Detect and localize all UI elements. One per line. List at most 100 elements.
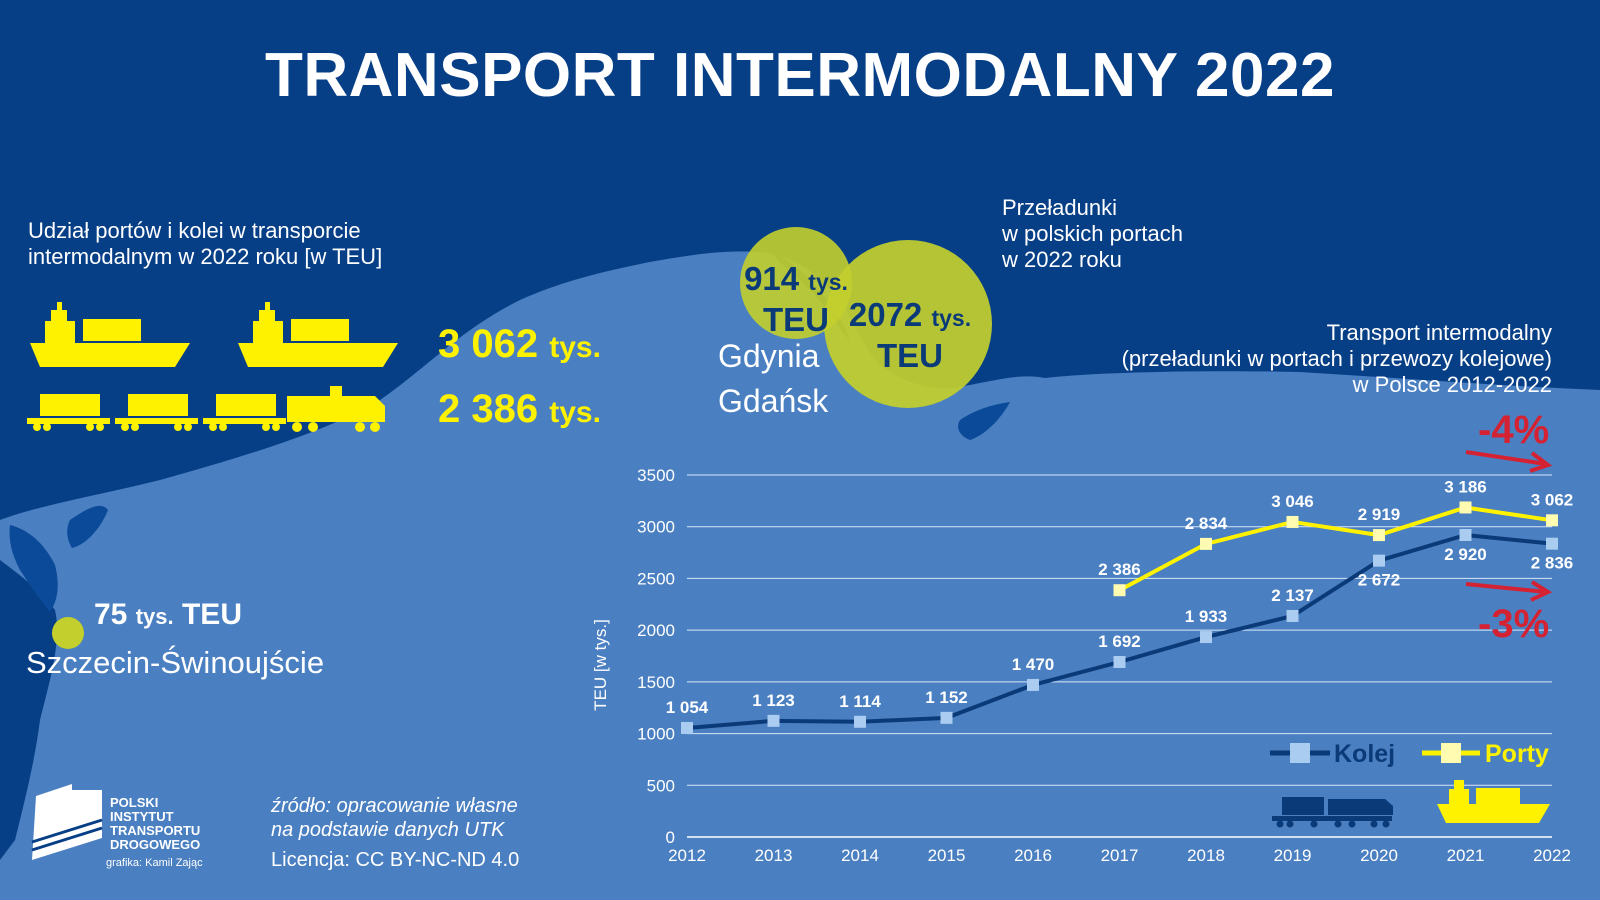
lagoon-szczecin [9,525,58,612]
y-tick-label: 1500 [637,673,675,692]
ports-caption-line3: w 2022 roku [1002,247,1122,272]
land-coast-west [0,560,58,860]
logo-text: POLSKI INSTYTUT TRANSPORTU DROGOWEGO [110,796,200,852]
transport-icons [27,302,398,432]
share-caption-line2: intermodalnym w 2022 roku [w TEU] [28,244,383,269]
logo-line1: POLSKI [110,795,159,810]
data-label-kolej: 1 054 [666,698,709,717]
gdansk-teu: TEU [877,337,943,374]
container-wagon-icon [115,394,198,431]
data-label-porty: 2 919 [1358,505,1401,524]
series-line-porty [1118,505,1553,592]
locomotive-icon [287,386,385,432]
y-tick-label: 1000 [637,725,675,744]
legend-kolej-label: Kolej [1334,740,1395,768]
container-wagon-icon [203,394,286,431]
data-label-kolej: 1 114 [839,692,881,711]
x-tick-label: 2018 [1187,846,1225,865]
y-tick-label: 2000 [637,621,675,640]
ports-change-label: -4% [1478,408,1550,452]
szczecin-label: Szczecin-Świnoujście [26,645,325,680]
point-kolej [767,714,780,727]
gdansk-label: Gdańsk [718,383,829,419]
rail-change-arrow [1465,580,1553,602]
x-tick-label: 2022 [1533,846,1571,865]
szczecin-value: 75 tys. TEU [94,598,242,632]
gdansk-value: 2072 tys. TEU [840,296,980,375]
point-kolej [1373,554,1385,567]
point-kolej [1027,678,1039,691]
series-markers [681,501,1558,734]
license-note: Licencja: CC BY-NC-ND 4.0 [271,849,520,871]
legend-porty-label: Porty [1485,740,1549,768]
chart-title-line2: (przeładunki w portach i przewozy kolejo… [1121,346,1552,371]
x-tick-label: 2017 [1101,846,1139,865]
train-small-icon [1272,797,1393,828]
y-tick-label: 0 [666,828,675,847]
y-tick-label: 3000 [637,518,675,537]
point-kolej [1113,655,1126,668]
x-tick-label: 2013 [755,846,793,865]
rail-change-label: -3% [1478,602,1550,646]
ports-total-value: 3 062 [438,322,539,366]
ports-total-unit: tys. [549,331,601,364]
chart-title-line3: w Polsce 2012-2022 [1352,372,1552,397]
data-label-kolej: 1 933 [1185,607,1228,626]
lagoon-vistula [958,402,1010,440]
point-porty [1113,584,1126,597]
rail-total: 2 386 tys. [438,387,601,432]
gdynia-bubble [740,227,852,339]
y-tick-label: 3500 [637,466,675,485]
data-label-porty: 3 062 [1531,490,1574,509]
point-kolej [1459,528,1472,541]
x-tick-label: 2020 [1360,846,1398,865]
logo-line4: DROGOWEGO [110,837,201,852]
baltic-sea [0,251,1600,900]
x-tick-label: 2016 [1014,846,1052,865]
graphic-credit: grafika: Kamil Zając [106,857,203,869]
y-tick-label: 500 [647,776,675,795]
point-porty [1200,537,1212,550]
data-label-kolej: 1 692 [1098,632,1141,651]
point-porty [1286,515,1299,528]
piti-logo-icon [31,784,103,860]
container-wagon-icon [27,394,110,431]
x-tick-label: 2014 [841,846,879,865]
szczecin-unit: tys. [135,604,174,629]
point-porty [1373,529,1385,542]
szczecin-number: 75 [94,598,128,631]
chart-title: Transport intermodalny (przeładunki w po… [1122,320,1552,398]
data-label-porty: 3 046 [1271,492,1314,511]
gdynia-value: 914 tys. TEU [730,260,862,339]
data-label-kolej: 2 672 [1358,571,1401,590]
x-tick-label: 2012 [668,846,706,865]
x-tick-label: 2015 [928,846,966,865]
page-title: TRANSPORT INTERMODALNY 2022 [265,41,1335,110]
data-label-kolej: 2 836 [1531,554,1574,573]
ports-caption: Przeładunki w polskich portach w 2022 ro… [1002,195,1183,273]
series-lines [686,505,1553,730]
chart-grid [687,474,1552,838]
y-tick-label: 2500 [637,569,675,588]
logo-line2: INSTYTUT [110,809,174,824]
x-axis: 2012 2013 2014 2015 2016 2017 2018 2019 2020 2021… [668,846,1571,865]
data-label-kolej: 2 920 [1444,545,1487,564]
data-labels: 1 054 1 123 1 114 1 152 1 470 1 692 1 933 2 137… [666,477,1574,717]
szczecin-teu: TEU [181,598,242,631]
legend: Kolej Porty [1270,740,1549,768]
rail-total-unit: tys. [549,396,601,429]
legend-porty-marker [1441,743,1461,763]
x-tick-label: 2019 [1274,846,1312,865]
ship-icon [238,302,398,367]
ports-caption-line1: Przeładunki [1002,195,1117,220]
logo-line3: TRANSPORTU [110,823,201,838]
szczecin-bubble [52,617,84,649]
source-line2: na podstawie danych UTK [271,819,505,841]
data-label-kolej: 1 123 [752,691,795,710]
y-axis: 0 500 1000 1500 2000 2500 3000 3500 [637,466,675,847]
gdansk-unit: tys. [931,305,972,331]
